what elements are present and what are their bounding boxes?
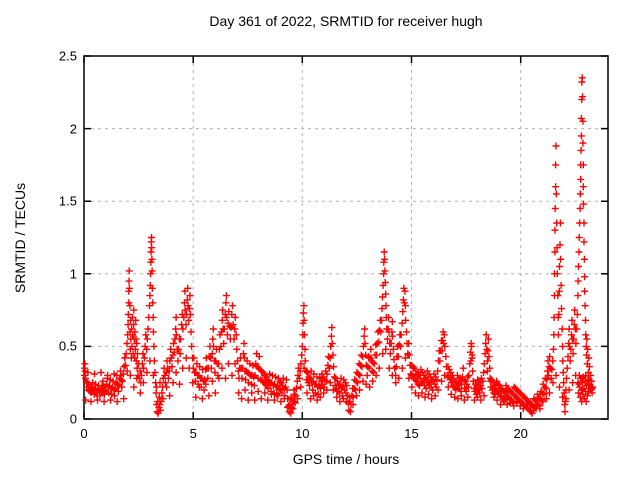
y-tick-label: 0 xyxy=(69,411,77,427)
x-tick-labels: 0 5 10 15 20 xyxy=(0,426,640,442)
x-tick-label: 20 xyxy=(513,426,528,441)
y-tick-label: 1.5 xyxy=(58,193,77,209)
y-tick-label: 1 xyxy=(69,266,77,282)
y-tick-labels: 0 0.5 1 1.5 2 2.5 xyxy=(0,0,77,480)
x-tick-label: 15 xyxy=(404,426,419,441)
x-tick-label: 5 xyxy=(189,426,197,441)
x-tick-label: 0 xyxy=(80,426,88,441)
y-tick-label: 0.5 xyxy=(58,338,77,354)
plot-border xyxy=(83,55,609,420)
y-tick-label: 2.5 xyxy=(58,48,77,64)
tick-marks xyxy=(83,55,608,420)
gridlines xyxy=(84,56,608,419)
y-tick-label: 2 xyxy=(69,121,77,137)
page-title: Day 361 of 2022, SRMTID for receiver hug… xyxy=(0,13,640,29)
x-axis-label: GPS time / hours xyxy=(292,451,400,467)
scatter-points xyxy=(80,74,597,417)
chart-title-text: Day 361 of 2022, SRMTID for receiver hug… xyxy=(209,13,483,29)
x-tick-label: 10 xyxy=(295,426,310,441)
